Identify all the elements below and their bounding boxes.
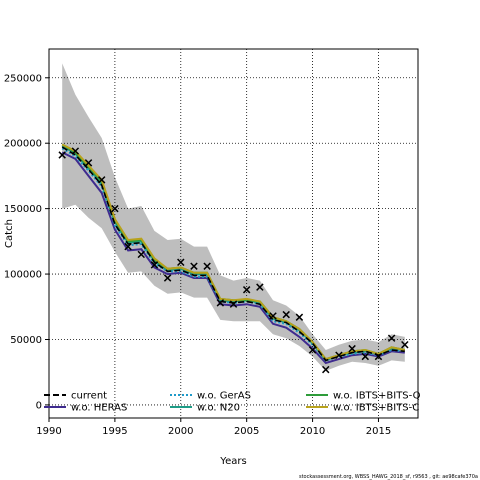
observed-point xyxy=(163,274,172,282)
observed-point xyxy=(229,300,238,308)
observed-point-stroke xyxy=(190,262,198,270)
observed-point-stroke xyxy=(335,351,343,359)
y-tick-label: 200000 xyxy=(4,139,42,150)
legend-label-2: w.o. GerAS xyxy=(197,391,251,402)
observed-point xyxy=(322,365,330,374)
y-tick-label: 250000 xyxy=(4,73,42,84)
y-tick-label: 0 xyxy=(36,400,42,411)
observed-point-stroke xyxy=(111,204,119,213)
legend-label-4: w.o. IBTS+BITS-Q xyxy=(333,391,421,402)
legend-label-0: current xyxy=(71,391,107,402)
series-line-w-o-heras xyxy=(61,151,405,365)
x-axis-title: Years xyxy=(219,456,246,467)
observed-point-stroke xyxy=(84,159,93,167)
observed-point-stroke xyxy=(282,310,290,319)
x-tick-label: 2010 xyxy=(300,426,325,437)
plot-frame xyxy=(48,48,419,419)
observed-point-stroke xyxy=(401,340,409,349)
series-layer xyxy=(61,143,406,365)
series-line-w-o-ibts-bits-c xyxy=(61,143,406,361)
observed-point xyxy=(111,204,119,213)
observed-point xyxy=(361,352,370,361)
x-tick-label: 2005 xyxy=(234,426,259,437)
y-tick-label: 100000 xyxy=(4,270,42,281)
observed-point xyxy=(269,312,277,320)
observed-point xyxy=(84,159,93,167)
observed-points-layer xyxy=(58,147,409,374)
legend-label-3: w.o. N20 xyxy=(197,403,240,414)
y-tick-label: 50000 xyxy=(10,335,42,346)
observed-point-stroke xyxy=(322,365,330,374)
observed-point xyxy=(97,176,106,184)
observed-point-stroke xyxy=(242,286,251,294)
observed-point xyxy=(335,351,343,359)
observed-point-stroke xyxy=(387,334,396,342)
observed-point-stroke xyxy=(163,274,172,282)
observed-point-stroke xyxy=(203,262,211,270)
observed-point-stroke xyxy=(137,250,145,259)
observed-point xyxy=(216,299,225,307)
axis-ticks-layer: 1990 1995 2000 2005 2010 2015 0 50000 100000 1500… xyxy=(4,73,391,437)
observed-point xyxy=(190,262,198,270)
x-tick-label: 2000 xyxy=(168,426,193,437)
observed-point xyxy=(295,313,304,321)
observed-point-stroke xyxy=(177,258,185,267)
observed-point xyxy=(348,344,356,353)
observed-point-stroke xyxy=(124,242,132,251)
observed-point-stroke xyxy=(361,352,370,361)
observed-point-stroke xyxy=(348,344,356,353)
observed-point-stroke xyxy=(256,283,264,291)
confidence-band xyxy=(62,63,405,371)
observed-point-stroke xyxy=(229,300,238,308)
observed-point-stroke xyxy=(295,313,304,321)
series-line-w-o-geras xyxy=(61,147,405,362)
x-tick-label: 1995 xyxy=(102,426,127,437)
observed-point xyxy=(242,286,251,294)
observed-point-stroke xyxy=(150,261,159,269)
observed-point-stroke xyxy=(71,147,80,155)
observed-point xyxy=(387,334,396,342)
observed-point xyxy=(58,151,66,159)
y-tick-label: 150000 xyxy=(4,204,42,215)
x-tick-label: 1990 xyxy=(36,426,61,437)
observed-point xyxy=(71,147,80,155)
y-axis-title: Catch xyxy=(4,219,15,248)
x-tick-label: 2015 xyxy=(366,426,391,437)
observed-point xyxy=(308,346,317,354)
observed-point xyxy=(256,283,264,291)
footer-note: stockassessment.org, WBSS_HAWG_2018_sf, … xyxy=(299,474,478,480)
confidence-band-layer xyxy=(62,63,405,371)
observed-point xyxy=(177,258,185,267)
observed-point-stroke xyxy=(216,299,225,307)
observed-point-stroke xyxy=(58,151,66,159)
observed-point xyxy=(137,250,145,259)
observed-point-stroke xyxy=(97,176,106,184)
observed-point-stroke xyxy=(308,346,317,354)
observed-point xyxy=(150,261,159,269)
observed-point-stroke xyxy=(269,312,277,320)
series-line-current xyxy=(61,146,405,362)
observed-point xyxy=(203,262,211,270)
observed-point-stroke xyxy=(374,352,383,361)
legend-label-5: w.o. IBTS+BITS-C xyxy=(333,403,419,414)
observed-point xyxy=(124,242,132,251)
legend-label-1: w.o. HERAS xyxy=(71,403,127,414)
observed-point xyxy=(401,340,409,349)
observed-point xyxy=(282,310,290,319)
observed-point xyxy=(374,352,383,361)
